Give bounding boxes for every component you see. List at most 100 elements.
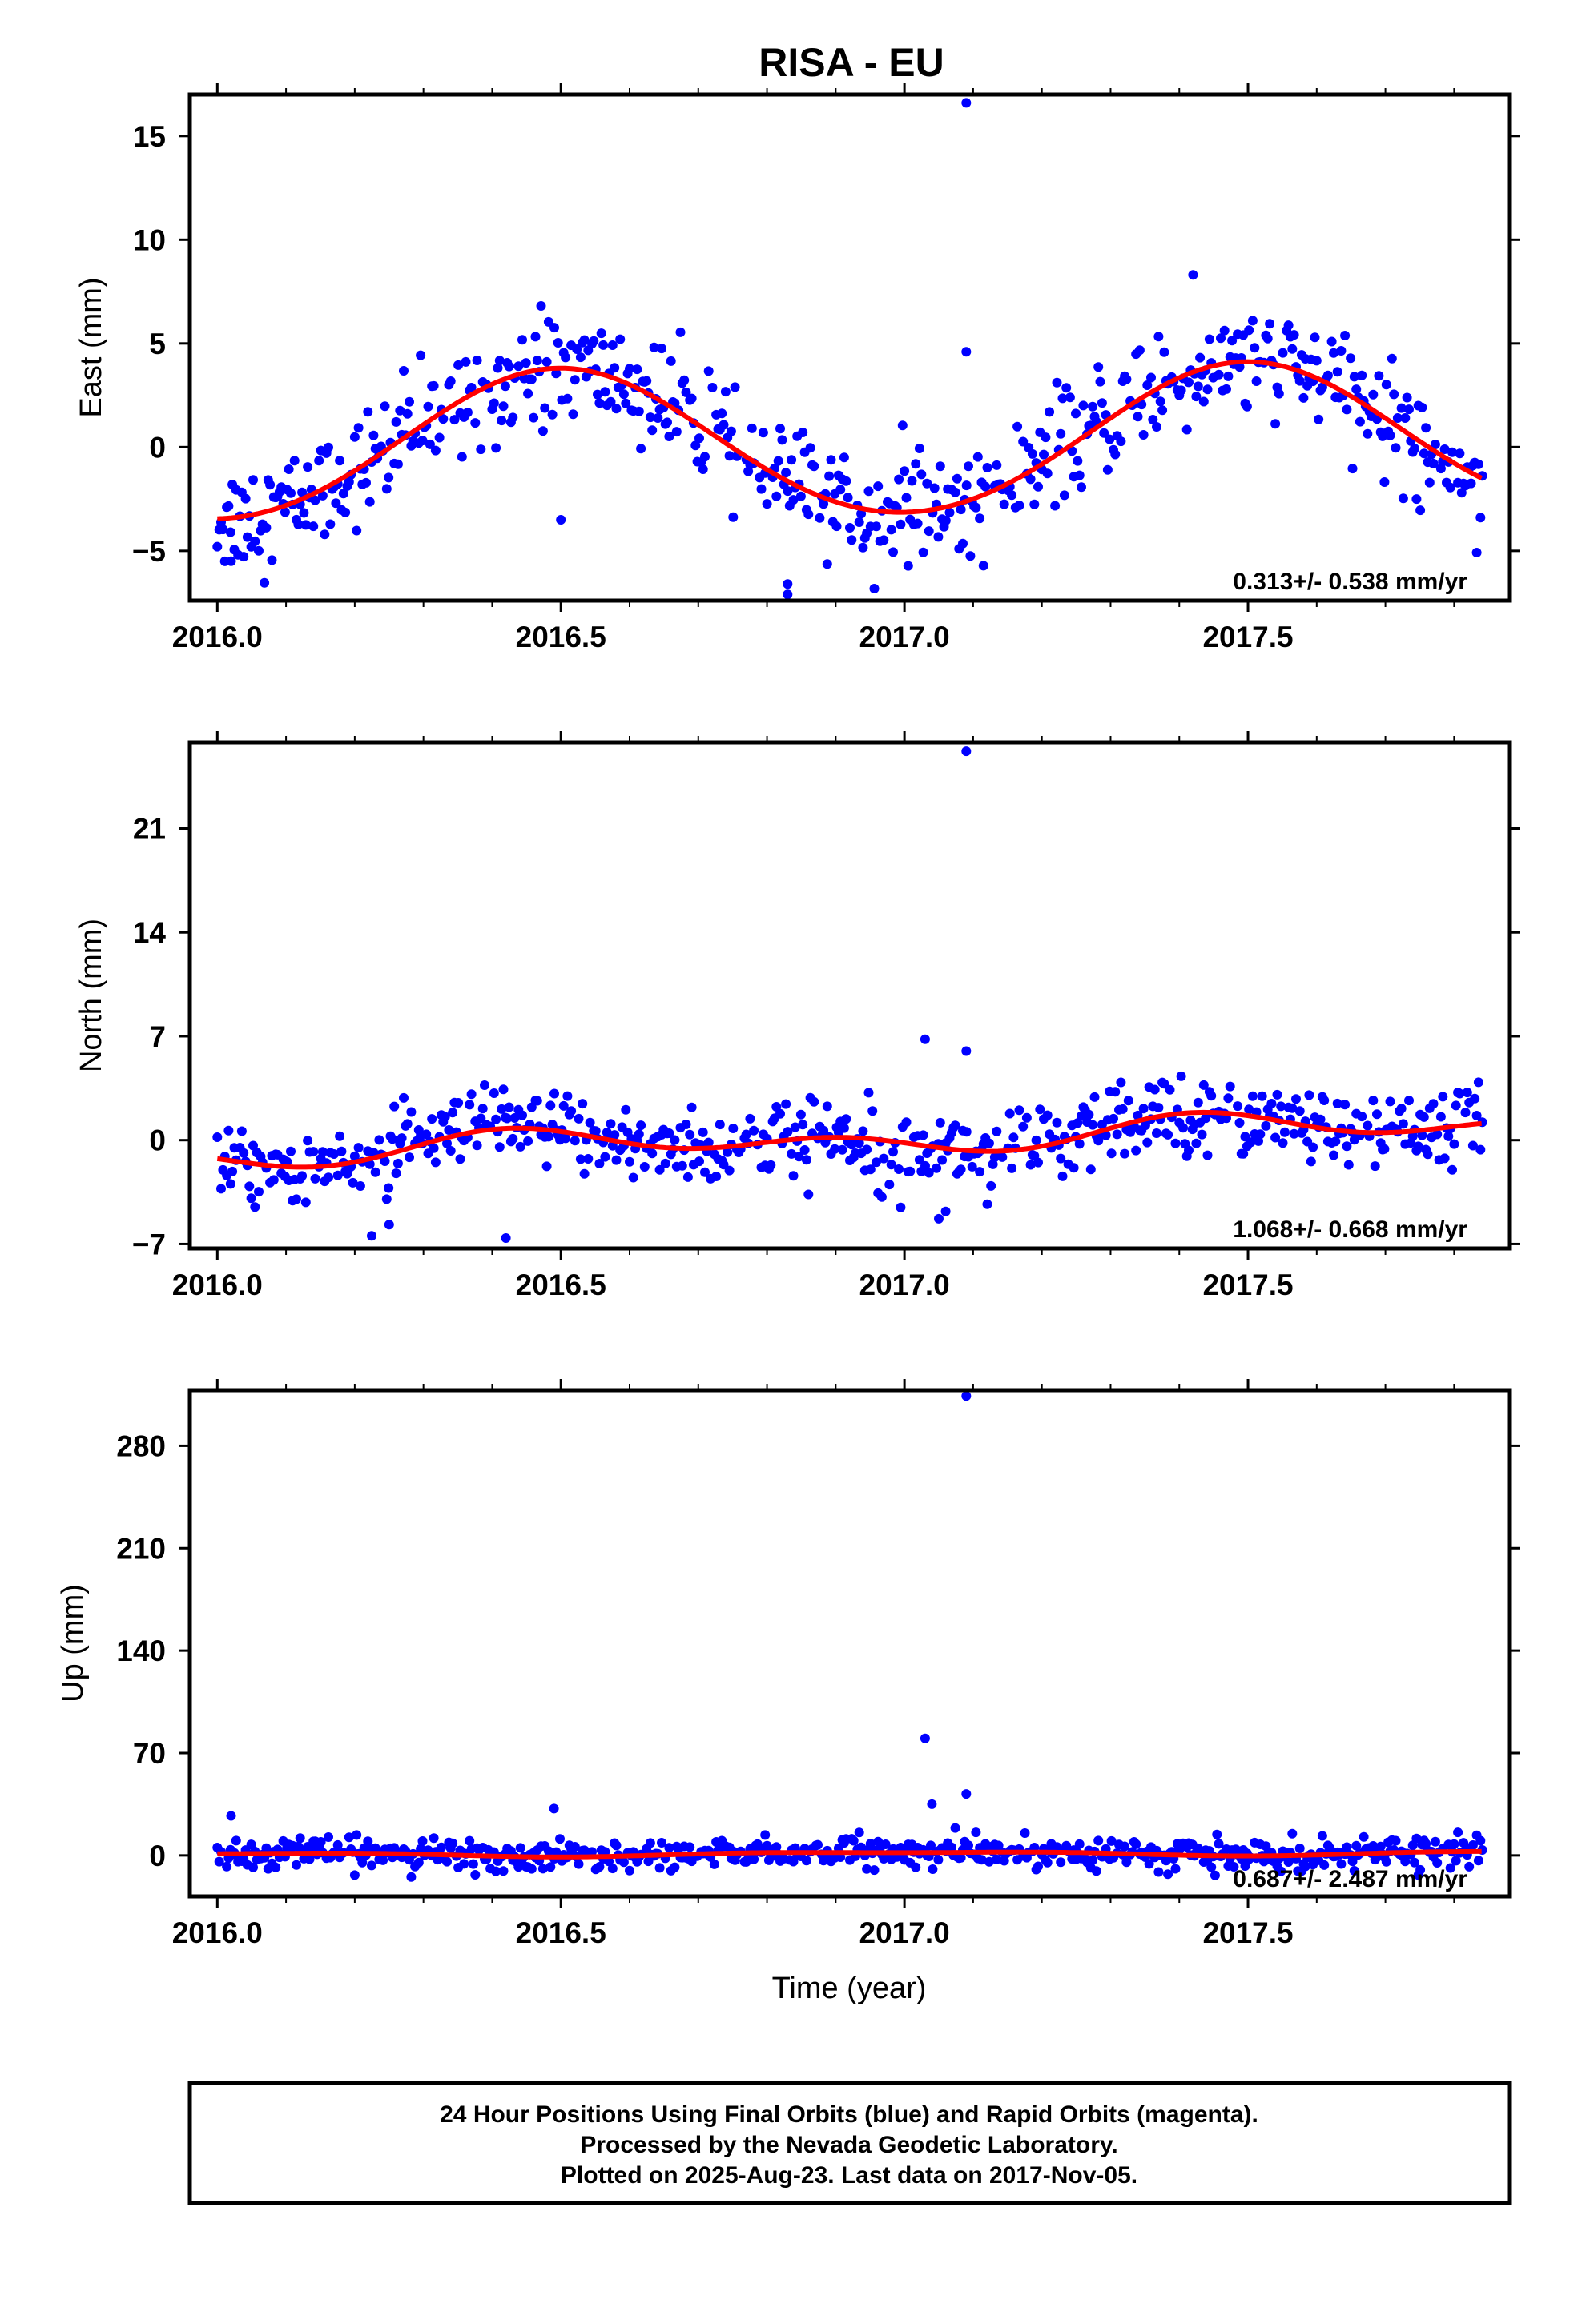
east-data-point [1368,389,1379,400]
north-data-point [1447,1164,1457,1175]
north-data-point [809,1096,819,1107]
north-data-point [606,1119,616,1129]
east-data-point [310,495,320,505]
east-data-point [610,363,620,373]
east-data-point [1400,413,1411,423]
up-data-point [413,1857,424,1868]
up-x-tick-label: 2017.5 [1202,1916,1293,1949]
north-data-point [455,1154,465,1164]
east-data-point [1033,481,1043,492]
east-data-point [265,480,276,490]
north-data-point [686,1102,697,1112]
east-data-point [728,512,739,522]
east-data-point [225,527,235,537]
north-data-point [984,1138,994,1148]
north-data-point [935,1117,945,1128]
up-data-point [1212,1829,1222,1839]
north-data-point [886,1160,896,1170]
north-data-point [967,1161,977,1172]
east-data-point [724,451,735,461]
north-data-point [1278,1138,1288,1148]
east-data-point [918,547,928,557]
east-data-point [762,499,772,509]
up-data-point [741,1856,751,1867]
north-x-tick-label: 2016.0 [172,1269,263,1301]
east-data-point [803,509,814,520]
east-data-point [700,452,710,462]
north-data-point [790,1122,800,1132]
north-data-point [1142,1137,1153,1148]
east-data-point [1289,330,1299,340]
north-data-point [236,1126,247,1136]
up-data-point [1144,1859,1154,1869]
up-data-point [246,1839,256,1850]
up-data-point [465,1835,475,1846]
up-data-point [1391,1835,1401,1846]
north-data-point [223,1125,234,1136]
east-data-point [353,423,364,433]
east-data-point [1045,407,1055,417]
east-data-point [540,403,550,413]
east-data-point [1159,347,1169,357]
north-panel: 2016.0 2016.5 2017.0 2017.5 −7 0 7 14 21 North (… [74,731,1520,1301]
east-outlier-point [556,515,566,525]
east-data-point [1473,459,1483,469]
up-data-point [1445,1863,1455,1873]
up-data-point [437,1842,446,1852]
up-y-tick-label: 0 [149,1839,166,1872]
north-data-point [402,1119,413,1129]
north-data-point [268,1175,279,1185]
east-data-point [897,420,908,431]
up-data-point [1473,1856,1483,1866]
north-data-point [1255,1129,1266,1140]
north-data-point [775,1108,785,1119]
north-y-tick-label: 0 [149,1124,166,1157]
east-rate-label: 0.313+/- 0.538 mm/yr [1233,569,1467,595]
north-data-point [1439,1153,1450,1164]
north-data-point [1460,1108,1471,1118]
north-data-point [367,1231,376,1241]
east-data-point [1398,493,1408,504]
east-data-point [1402,392,1412,403]
north-data-point [724,1165,735,1176]
east-data-point [1059,490,1069,501]
east-data-point [445,376,456,386]
east-data-point [1247,316,1258,326]
north-data-point [1042,1110,1053,1120]
north-data-point [628,1172,638,1183]
north-data-point [741,1129,751,1140]
north-data-point [1368,1096,1379,1106]
east-data-point [671,427,682,437]
up-data-point [367,1860,376,1871]
north-data-point [1244,1104,1254,1115]
east-data-point [886,525,896,535]
north-data-point [389,1101,400,1112]
east-data-point [1025,474,1036,485]
north-data-point [1106,1148,1117,1159]
north-data-point [1031,1135,1041,1145]
up-data-point [611,1840,622,1851]
north-data-point [532,1096,542,1106]
north-data-point [1184,1145,1194,1156]
north-data-point [1233,1101,1243,1112]
east-data-point [1242,401,1252,412]
up-x-tick-label: 2016.0 [172,1916,263,1949]
north-data-point [1085,1164,1096,1175]
east-data-point [530,332,541,342]
north-data-point [1343,1160,1354,1170]
north-data-point [1007,1163,1017,1173]
east-data-point [690,440,701,451]
east-data-point [1148,415,1158,424]
north-data-point [670,1135,680,1145]
north-data-point [448,1108,458,1118]
up-data-point [956,1852,966,1863]
east-data-point [975,513,985,524]
north-data-point [1056,1153,1066,1164]
north-data-point [986,1180,996,1191]
north-data-point [1089,1092,1100,1102]
north-data-point [896,1202,906,1212]
east-data-point [982,463,992,472]
north-data-point [502,1113,513,1124]
north-data-point [421,1129,432,1140]
east-data-point [788,495,799,505]
